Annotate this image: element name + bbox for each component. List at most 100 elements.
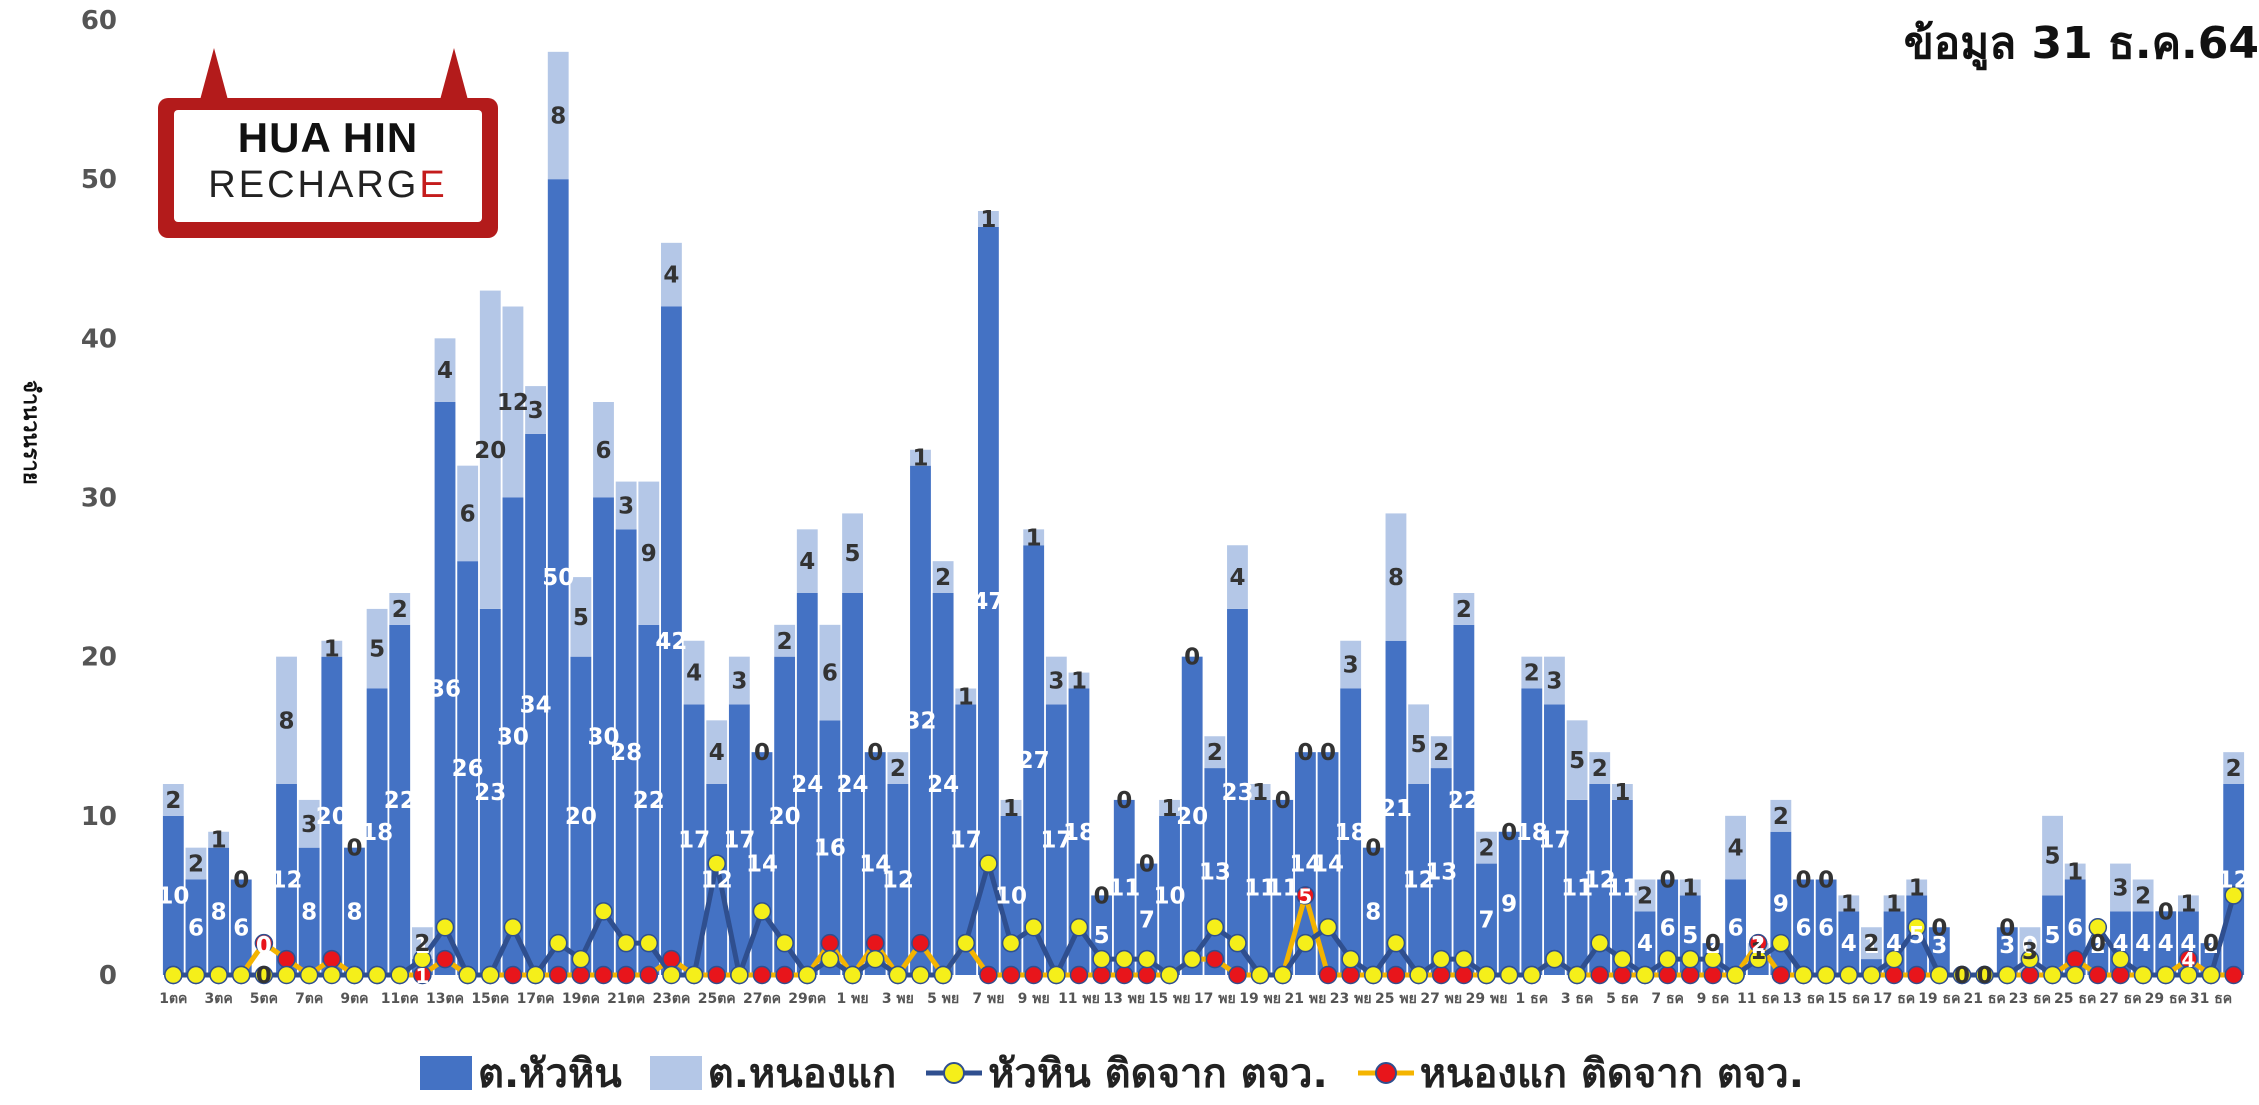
x-tick-label: 3ตค <box>205 991 233 1007</box>
x-tick-label: 11 พย <box>1058 991 1100 1007</box>
marker-nongkae-imported <box>707 965 726 985</box>
bar-huahin <box>728 704 750 975</box>
marker-huahin-imported <box>1613 949 1632 969</box>
data-label-nongkae: 9 <box>641 541 657 567</box>
bar-series <box>162 51 2245 975</box>
x-tick-label: 23 พย <box>1330 991 1372 1007</box>
legend-item-nongkae-line: หนองแก ติดจาก ตจว. <box>1356 1041 1804 1105</box>
legend-marker-nongkae-line <box>1357 1062 1414 1084</box>
bar-nongkae <box>842 513 863 593</box>
bar-nongkae <box>1883 895 1905 912</box>
data-label-huahin: 42 <box>655 629 687 655</box>
marker-nongkae-imported <box>752 965 772 985</box>
marker-nongkae-imported <box>1228 965 1247 985</box>
data-label-nongkae: 0 <box>1931 915 1947 941</box>
bar-nongkae <box>1000 799 1022 816</box>
marker-huahin-imported <box>2179 965 2198 985</box>
marker-nongkae-imported <box>1703 965 1723 985</box>
data-label-nongkae: 2 <box>392 597 408 623</box>
data-label-nongkae: 5 <box>1569 748 1585 774</box>
marker-huahin-imported <box>481 965 500 985</box>
marker-huahin-imported <box>956 933 976 953</box>
marker-nongkae-imported <box>2020 965 2040 985</box>
marker-huahin-imported <box>2088 918 2108 937</box>
bar-nongkae <box>1340 640 1362 689</box>
data-label-nongkae: 2 <box>188 852 204 878</box>
bar-nongkae <box>525 386 546 434</box>
bar-nongkae <box>1544 656 1565 705</box>
data-label-nongkae: 4 <box>1728 836 1744 862</box>
bar-huahin <box>683 704 705 975</box>
bar-huahin <box>661 306 682 975</box>
data-label-huahin: 32 <box>904 708 936 734</box>
marker-nongkae-imported <box>865 933 885 953</box>
bar-nongkae <box>298 799 320 848</box>
marker-nongkae-imported <box>571 965 591 985</box>
bar-nongkae <box>1861 927 1882 960</box>
data-label-nongkae: 1 <box>1750 939 1766 965</box>
data-label-nongkae: 1 <box>1162 796 1178 822</box>
bar-huahin <box>2223 784 2245 975</box>
bar-huahin <box>321 656 343 975</box>
data-label-nongkae: 0 <box>1094 883 1110 909</box>
marker-huahin-imported <box>1182 949 1202 969</box>
data-label-huahin: 5 <box>1909 923 1925 949</box>
marker-huahin-imported <box>933 965 953 985</box>
data-label-nongkae: 1 <box>211 828 227 854</box>
bar-nongkae <box>819 624 841 721</box>
bar-nongkae <box>932 561 954 593</box>
data-label-huahin: 12 <box>882 868 914 894</box>
data-label-nongkae: 0 <box>1660 868 1676 894</box>
data-label-huahin: 22 <box>1448 788 1480 814</box>
data-label-nongkae: 2 <box>165 788 181 814</box>
bar-huahin <box>2132 911 2154 975</box>
bar-huahin <box>1159 815 1180 975</box>
data-label-huahin: 12 <box>1584 868 1616 894</box>
data-label-huahin: 8 <box>346 899 362 925</box>
bar-huahin <box>1317 752 1339 975</box>
data-label-huahin: 13 <box>1199 860 1231 886</box>
x-tick-label: 15 ธค <box>1828 991 1870 1007</box>
data-label-huahin: 6 <box>2067 915 2083 941</box>
data-label-nongkae: 4 <box>437 358 453 384</box>
x-tick-label: 29 พย <box>1466 991 1508 1007</box>
data-label-huahin: 3 <box>1931 933 1947 959</box>
data-label-nongkae: 3 <box>2112 875 2128 901</box>
data-label-huahin: 7 <box>1479 907 1495 933</box>
marker-huahin-imported <box>2111 949 2130 969</box>
line-series <box>164 854 2243 985</box>
data-label-huahin: 24 <box>791 772 823 798</box>
bar-nongkae <box>1770 799 1792 832</box>
marker-huahin-imported <box>2065 965 2085 985</box>
bar-huahin <box>819 720 841 975</box>
marker-huahin-imported <box>1499 965 1519 985</box>
bar-huahin <box>1430 768 1452 975</box>
marker-huahin-imported <box>164 965 183 985</box>
data-label-nongkae: 2 <box>1433 740 1449 766</box>
bar-nongkae <box>547 51 569 180</box>
bar-nongkae <box>955 688 977 705</box>
bar-huahin <box>796 593 818 975</box>
y-tick-label: 0 <box>99 961 117 991</box>
data-label-nongkae: 8 <box>279 708 295 734</box>
data-label-nongkae: 2 <box>1773 804 1789 830</box>
data-label-nongkae: 0 <box>2158 899 2174 925</box>
y-tick-label: 40 <box>81 324 117 354</box>
data-label-huahin: 47 <box>972 589 1004 615</box>
marker-huahin-imported <box>752 902 772 921</box>
bar-huahin <box>1498 831 1520 975</box>
marker-nongkae-imported <box>322 949 342 969</box>
data-label-nongkae: 3 <box>2022 939 2038 965</box>
data-label-nongkae-imported: 1 <box>415 964 429 988</box>
bar-nongkae <box>977 211 999 227</box>
bar-nongkae <box>389 593 411 625</box>
marker-nongkae-imported <box>1341 965 1360 985</box>
bar-nongkae <box>706 720 728 784</box>
data-label-nongkae: 1 <box>2180 891 2196 917</box>
data-label-nongkae: 0 <box>1275 788 1291 814</box>
bar-huahin <box>502 497 524 975</box>
data-label-nongkae: 3 <box>618 493 634 519</box>
bar-nongkae <box>208 831 230 848</box>
data-label-huahin: 4 <box>2180 931 2196 957</box>
bar-nongkae <box>1725 815 1746 880</box>
